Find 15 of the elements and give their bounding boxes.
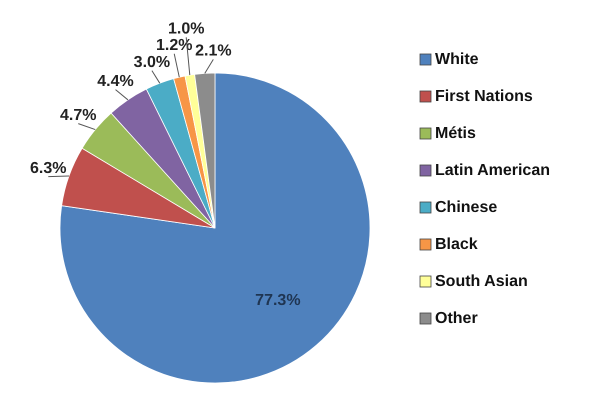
legend-label: South Asian [435, 273, 528, 290]
legend-label: White [435, 51, 479, 68]
legend-label: Métis [435, 125, 476, 142]
legend-label: Other [435, 310, 478, 328]
data-label: 3.0% [134, 54, 170, 71]
legend-label: Black [435, 236, 478, 254]
data-label: 6.3% [30, 160, 67, 177]
legend-label: First Nations [435, 88, 533, 106]
data-label: 4.7% [60, 106, 96, 124]
data-label: 2.1% [195, 42, 232, 60]
data-label: 77.3% [255, 292, 301, 309]
data-label: 1.0% [168, 20, 204, 38]
legend-label: Latin American [435, 162, 550, 180]
legend-label: Chinese [435, 199, 498, 216]
data-label: 4.4% [97, 72, 134, 90]
